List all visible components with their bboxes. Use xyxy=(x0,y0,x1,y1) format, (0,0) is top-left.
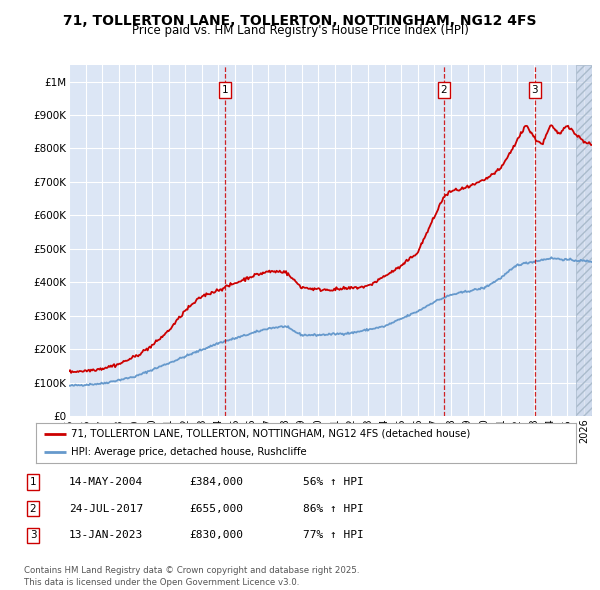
Text: HPI: Average price, detached house, Rushcliffe: HPI: Average price, detached house, Rush… xyxy=(71,447,307,457)
Text: 71, TOLLERTON LANE, TOLLERTON, NOTTINGHAM, NG12 4FS (detached house): 71, TOLLERTON LANE, TOLLERTON, NOTTINGHA… xyxy=(71,429,470,439)
Text: £655,000: £655,000 xyxy=(189,504,243,513)
Text: 2: 2 xyxy=(440,85,447,95)
Text: 1: 1 xyxy=(29,477,37,487)
Text: 3: 3 xyxy=(532,85,538,95)
Text: 2: 2 xyxy=(29,504,37,513)
Text: 71, TOLLERTON LANE, TOLLERTON, NOTTINGHAM, NG12 4FS: 71, TOLLERTON LANE, TOLLERTON, NOTTINGHA… xyxy=(63,14,537,28)
Text: 77% ↑ HPI: 77% ↑ HPI xyxy=(303,530,364,540)
Text: Price paid vs. HM Land Registry's House Price Index (HPI): Price paid vs. HM Land Registry's House … xyxy=(131,24,469,37)
Text: 1: 1 xyxy=(221,85,228,95)
Text: Contains HM Land Registry data © Crown copyright and database right 2025.
This d: Contains HM Land Registry data © Crown c… xyxy=(24,566,359,587)
Text: £384,000: £384,000 xyxy=(189,477,243,487)
Text: 56% ↑ HPI: 56% ↑ HPI xyxy=(303,477,364,487)
Text: £830,000: £830,000 xyxy=(189,530,243,540)
Text: 14-MAY-2004: 14-MAY-2004 xyxy=(69,477,143,487)
Text: 86% ↑ HPI: 86% ↑ HPI xyxy=(303,504,364,513)
Text: 3: 3 xyxy=(29,530,37,540)
Text: 24-JUL-2017: 24-JUL-2017 xyxy=(69,504,143,513)
Text: 13-JAN-2023: 13-JAN-2023 xyxy=(69,530,143,540)
